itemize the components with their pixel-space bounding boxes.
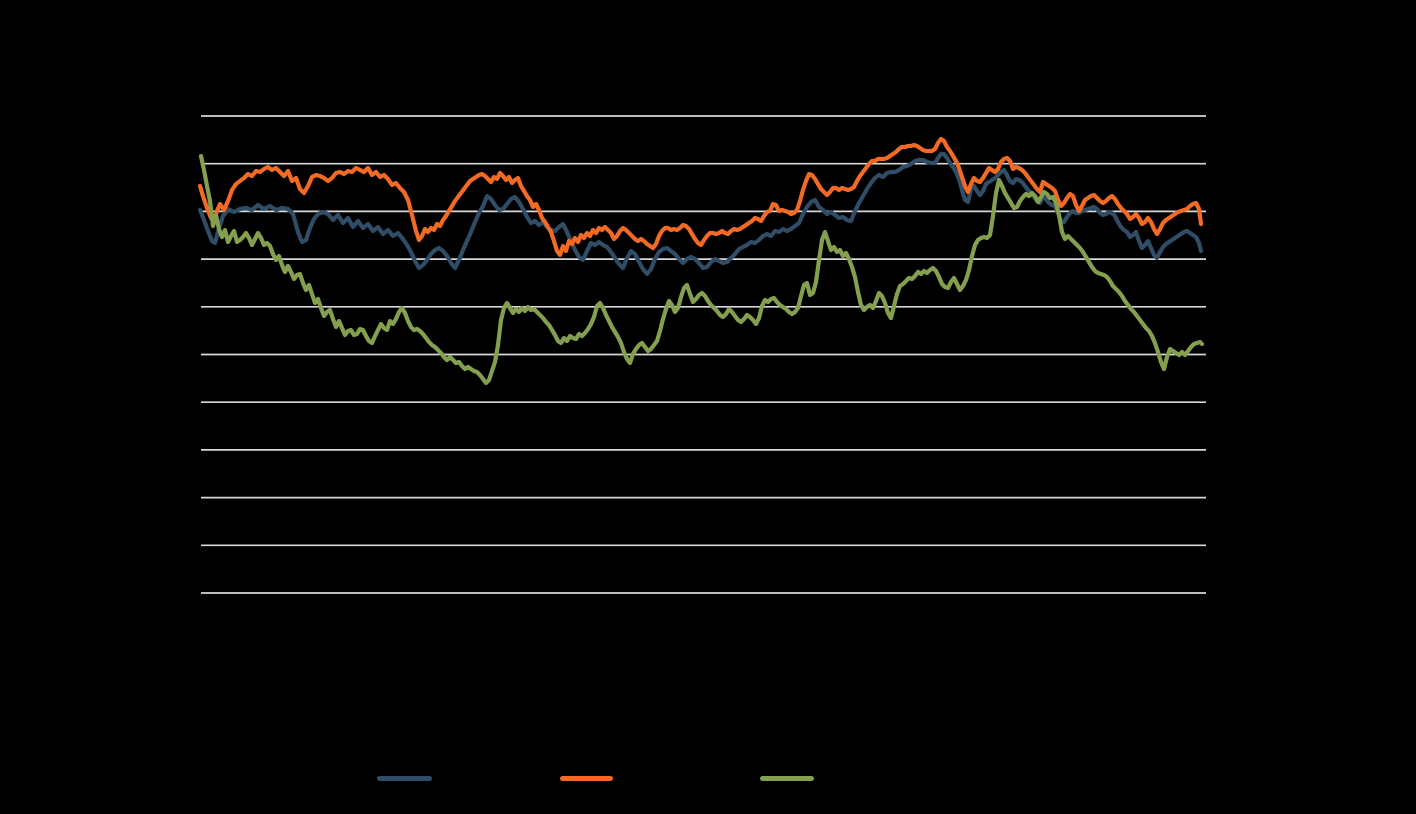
series-lines — [197, 136, 1205, 386]
gridlines — [201, 115, 1206, 594]
series-line-olive — [198, 153, 1205, 386]
series-line-orange — [197, 136, 1204, 258]
series-line-navy — [197, 151, 1204, 277]
